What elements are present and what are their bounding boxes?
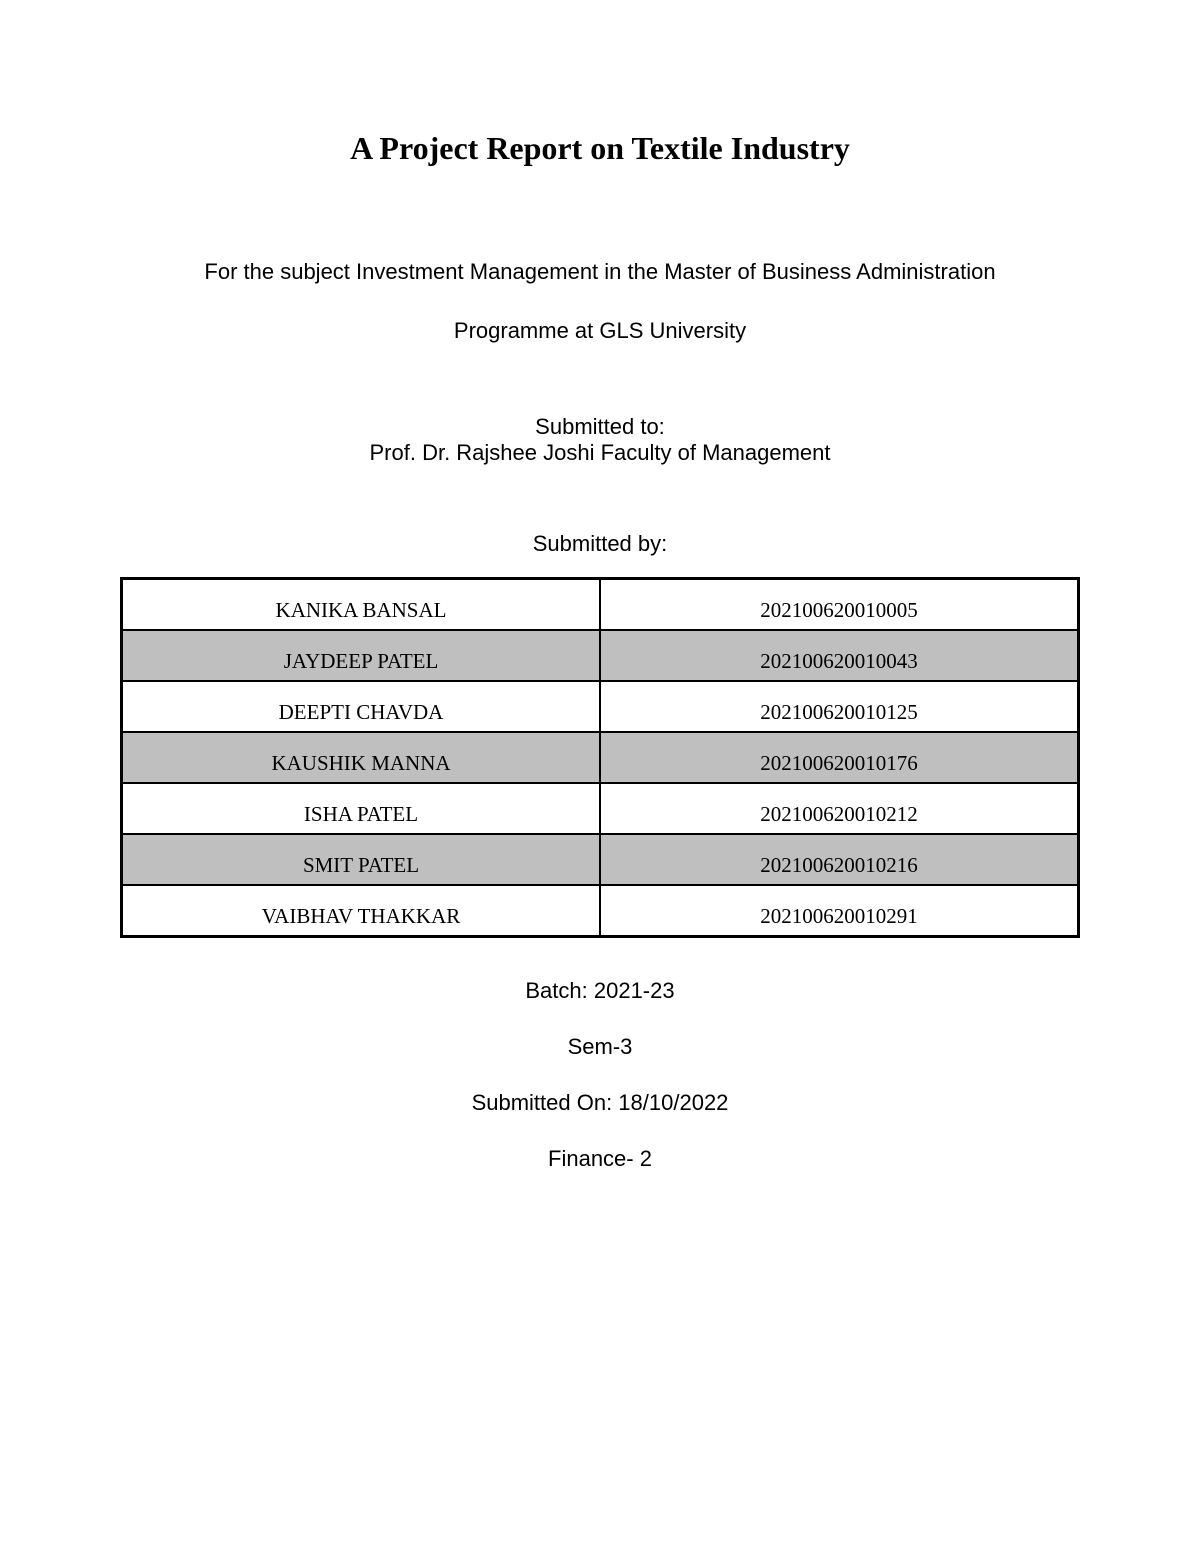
student-name-cell: VAIBHAV THAKKAR [122, 885, 601, 937]
subject-description: For the subject Investment Management in… [120, 257, 1080, 288]
student-id-cell: 202100620010216 [600, 834, 1079, 885]
table-row: DEEPTI CHAVDA202100620010125 [122, 681, 1079, 732]
student-name-cell: KANIKA BANSAL [122, 578, 601, 630]
student-id-cell: 202100620010005 [600, 578, 1079, 630]
table-row: VAIBHAV THAKKAR202100620010291 [122, 885, 1079, 937]
table-row: ISHA PATEL202100620010212 [122, 783, 1079, 834]
student-id-cell: 202100620010212 [600, 783, 1079, 834]
student-id-cell: 202100620010125 [600, 681, 1079, 732]
submitted-to-label: Submitted to: [120, 414, 1080, 440]
programme-line: Programme at GLS University [120, 318, 1080, 344]
table-row: SMIT PATEL202100620010216 [122, 834, 1079, 885]
student-id-cell: 202100620010043 [600, 630, 1079, 681]
submitted-on-line: Submitted On: 18/10/2022 [120, 1090, 1080, 1116]
student-id-cell: 202100620010291 [600, 885, 1079, 937]
student-name-cell: SMIT PATEL [122, 834, 601, 885]
finance-line: Finance- 2 [120, 1146, 1080, 1172]
table-row: KAUSHIK MANNA202100620010176 [122, 732, 1079, 783]
students-table: KANIKA BANSAL202100620010005JAYDEEP PATE… [120, 577, 1080, 938]
table-row: JAYDEEP PATEL202100620010043 [122, 630, 1079, 681]
table-row: KANIKA BANSAL202100620010005 [122, 578, 1079, 630]
student-name-cell: DEEPTI CHAVDA [122, 681, 601, 732]
students-table-body: KANIKA BANSAL202100620010005JAYDEEP PATE… [122, 578, 1079, 936]
student-name-cell: ISHA PATEL [122, 783, 601, 834]
submitted-by-label: Submitted by: [120, 531, 1080, 557]
report-title: A Project Report on Textile Industry [120, 130, 1080, 167]
student-id-cell: 202100620010176 [600, 732, 1079, 783]
student-name-cell: KAUSHIK MANNA [122, 732, 601, 783]
submitted-to-name: Prof. Dr. Rajshee Joshi Faculty of Manag… [120, 440, 1080, 466]
sem-line: Sem-3 [120, 1034, 1080, 1060]
batch-line: Batch: 2021-23 [120, 978, 1080, 1004]
student-name-cell: JAYDEEP PATEL [122, 630, 601, 681]
